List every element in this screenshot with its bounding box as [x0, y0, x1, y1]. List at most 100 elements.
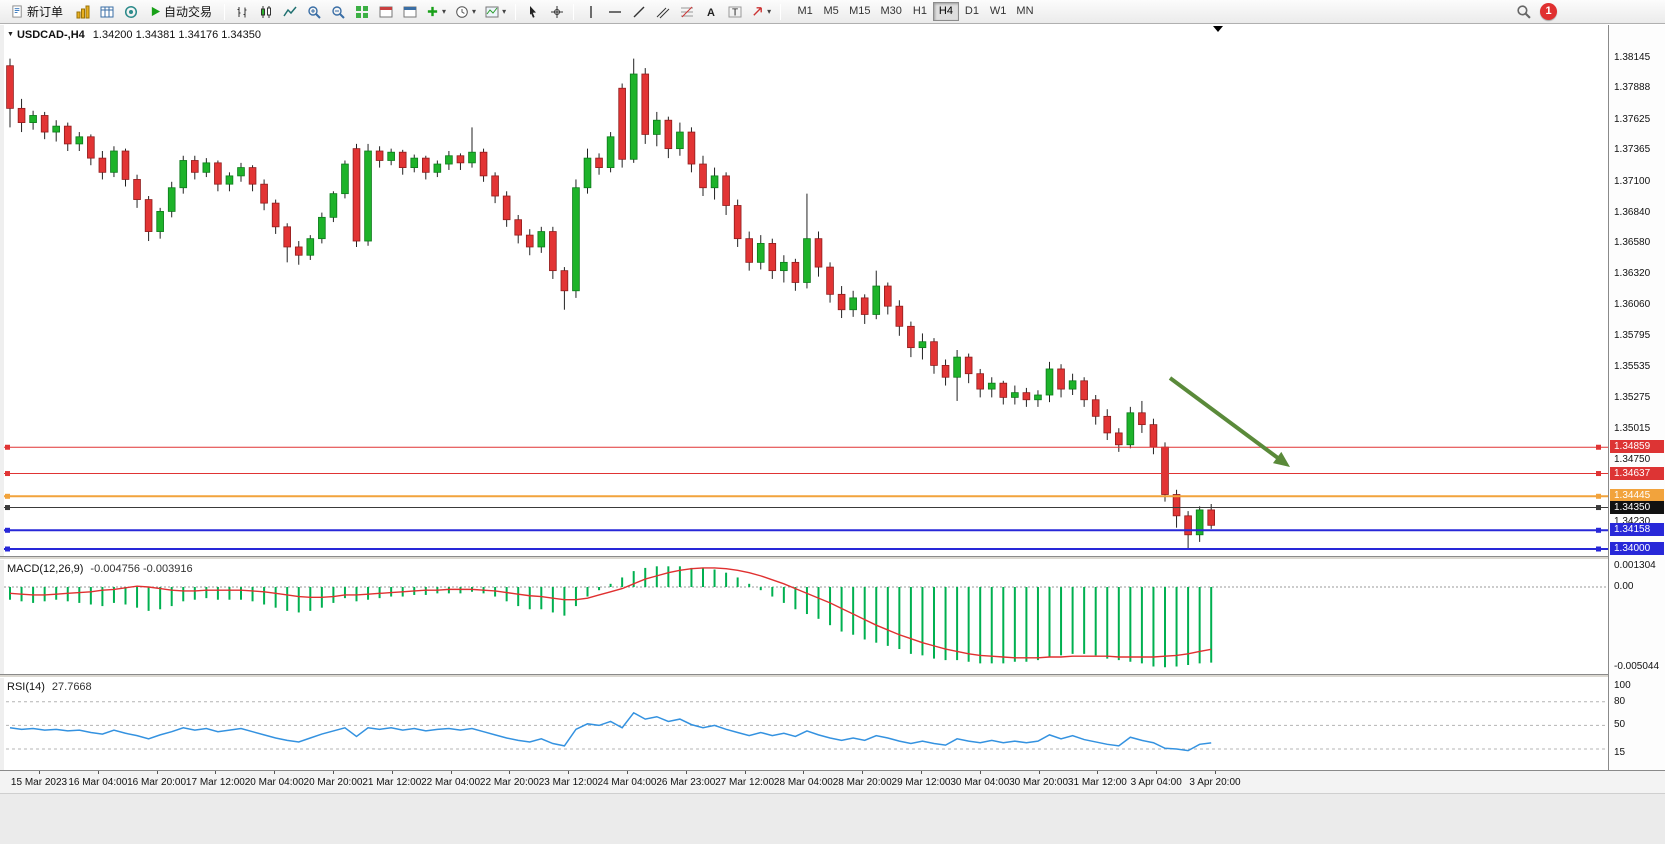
line-handle[interactable] — [5, 527, 10, 533]
time-axis-tick — [215, 771, 217, 774]
time-axis-label: 28 Mar 20:00 — [832, 777, 892, 788]
time-axis-tick — [274, 771, 276, 774]
cursor-button[interactable] — [521, 1, 544, 22]
line-handle[interactable] — [5, 471, 10, 477]
candlestick-mode-button[interactable] — [254, 1, 277, 22]
zoom-out-button[interactable] — [326, 1, 349, 22]
rsi-value: 27.7668 — [51, 681, 92, 693]
autotrade-button[interactable]: 自动交易 — [143, 1, 219, 22]
timeframe-button-mn[interactable]: MN — [1016, 5, 1034, 17]
line-handle[interactable] — [1596, 493, 1601, 499]
price-chart-canvas[interactable] — [0, 25, 1608, 556]
time-axis[interactable]: 15 Mar 2023 16 Mar 04:00 16 Mar 20:00 17 Ma… — [0, 770, 1665, 793]
trend-arrow-head[interactable] — [1272, 451, 1290, 467]
timeframe-button-m5[interactable]: M5 — [823, 5, 839, 17]
candle — [214, 162, 222, 185]
line-handle[interactable] — [1596, 527, 1601, 533]
time-axis-tick — [333, 771, 334, 774]
timeframe-button-w1[interactable]: W1 — [989, 5, 1007, 17]
candle — [664, 119, 673, 150]
price-axis[interactable]: 1.38145 1.37888 1.37625 1.37365 1.37100 1.368… — [1608, 25, 1665, 770]
rsi-panel-canvas — [0, 678, 1608, 770]
candle — [699, 163, 707, 189]
template-menu-button[interactable]: ▾ — [481, 1, 510, 22]
line-handle[interactable] — [5, 546, 10, 552]
candle — [653, 119, 661, 135]
line-handle[interactable] — [5, 493, 10, 499]
line-handle[interactable] — [1596, 471, 1601, 477]
line-handle[interactable] — [1596, 546, 1601, 552]
main-toolbar: 新订单 自动交易 ▾ ▾ ▾ A T ▾ M1 M5 M15 M3 — [0, 0, 1665, 24]
candle — [1011, 392, 1019, 398]
vertical-line-icon — [584, 5, 598, 19]
line-handle[interactable] — [5, 444, 10, 450]
macd-axis-label: -0.005044 — [1614, 661, 1660, 673]
candle — [780, 261, 788, 272]
candle — [6, 65, 14, 109]
vertical-line-button[interactable] — [579, 1, 602, 22]
price-axis-label: 1.36580 — [1614, 237, 1651, 249]
autotrade-label: 自动交易 — [164, 5, 213, 19]
price-axis-label: 1.38145 — [1614, 52, 1651, 64]
candle — [1103, 415, 1112, 434]
timeframe-button-m15[interactable]: M15 — [849, 5, 871, 17]
time-axis-tick — [921, 771, 922, 774]
timeframe-button-d1[interactable]: D1 — [964, 5, 979, 17]
macd-values: -0.004756 -0.003916 — [90, 563, 193, 575]
notification-badge[interactable]: 1 — [1540, 3, 1557, 20]
candle — [398, 151, 407, 168]
new-order-button[interactable]: 新订单 — [4, 1, 70, 22]
timeframe-button-h1[interactable]: H1 — [912, 5, 927, 17]
line-handle[interactable] — [1596, 444, 1601, 450]
time-axis-label: 29 Mar 12:00 — [891, 777, 951, 788]
bar-chart-mode-button[interactable] — [230, 1, 253, 22]
zoom-in-button[interactable] — [302, 1, 325, 22]
candle — [676, 131, 684, 150]
fibonacci-button[interactable] — [675, 1, 698, 22]
text-button[interactable]: A — [699, 1, 722, 22]
candle — [1080, 380, 1088, 401]
text-label-button[interactable]: T — [723, 1, 746, 22]
market-watch-icon — [100, 5, 114, 19]
new-window-button[interactable] — [374, 1, 397, 22]
candle — [710, 175, 719, 189]
crosshair-button[interactable] — [545, 1, 568, 22]
line-handle[interactable] — [5, 505, 10, 511]
line-handle[interactable] — [1596, 505, 1601, 511]
open-chart-button[interactable] — [71, 1, 94, 22]
arrows-menu-button[interactable]: ▾ — [747, 1, 775, 22]
panel-divider[interactable] — [0, 674, 1665, 678]
toolbar-separator — [573, 3, 575, 20]
trend-arrow-object[interactable] — [1168, 376, 1280, 461]
candle — [987, 382, 996, 390]
line-chart-mode-button[interactable] — [278, 1, 301, 22]
collapse-triangle-icon[interactable]: ▼ — [7, 31, 14, 38]
candle — [352, 148, 361, 242]
crosshair-icon — [550, 5, 564, 19]
candle — [999, 382, 1008, 398]
community-button[interactable] — [119, 1, 142, 22]
search-button[interactable] — [1512, 1, 1535, 22]
channel-button[interactable] — [651, 1, 674, 22]
timeframe-button-m30[interactable]: M30 — [880, 5, 902, 17]
price-axis-label: 1.35015 — [1614, 422, 1651, 434]
candle — [502, 195, 511, 221]
price-axis-label: 1.34750 — [1614, 454, 1651, 466]
period-menu-button[interactable]: ▾ — [451, 1, 480, 22]
timeframe-button-h4[interactable]: H4 — [932, 2, 959, 21]
trendline-button[interactable] — [627, 1, 650, 22]
candle — [606, 136, 615, 168]
add-indicator-button[interactable]: ▾ — [422, 1, 450, 22]
timeframe-button-m1[interactable]: M1 — [797, 5, 813, 17]
candle — [133, 179, 141, 200]
market-watch-button[interactable] — [95, 1, 118, 22]
price-axis-label: 1.36320 — [1614, 268, 1651, 280]
horizontal-line-button[interactable] — [603, 1, 626, 22]
panel-divider[interactable] — [0, 556, 1665, 560]
tile-windows-button[interactable] — [350, 1, 373, 22]
candle — [549, 231, 557, 272]
chart-shift-marker[interactable] — [1213, 26, 1223, 32]
cascade-windows-button[interactable] — [398, 1, 421, 22]
window-blue-icon — [403, 5, 417, 19]
macd-name: MACD(12,26,9) — [7, 563, 84, 575]
